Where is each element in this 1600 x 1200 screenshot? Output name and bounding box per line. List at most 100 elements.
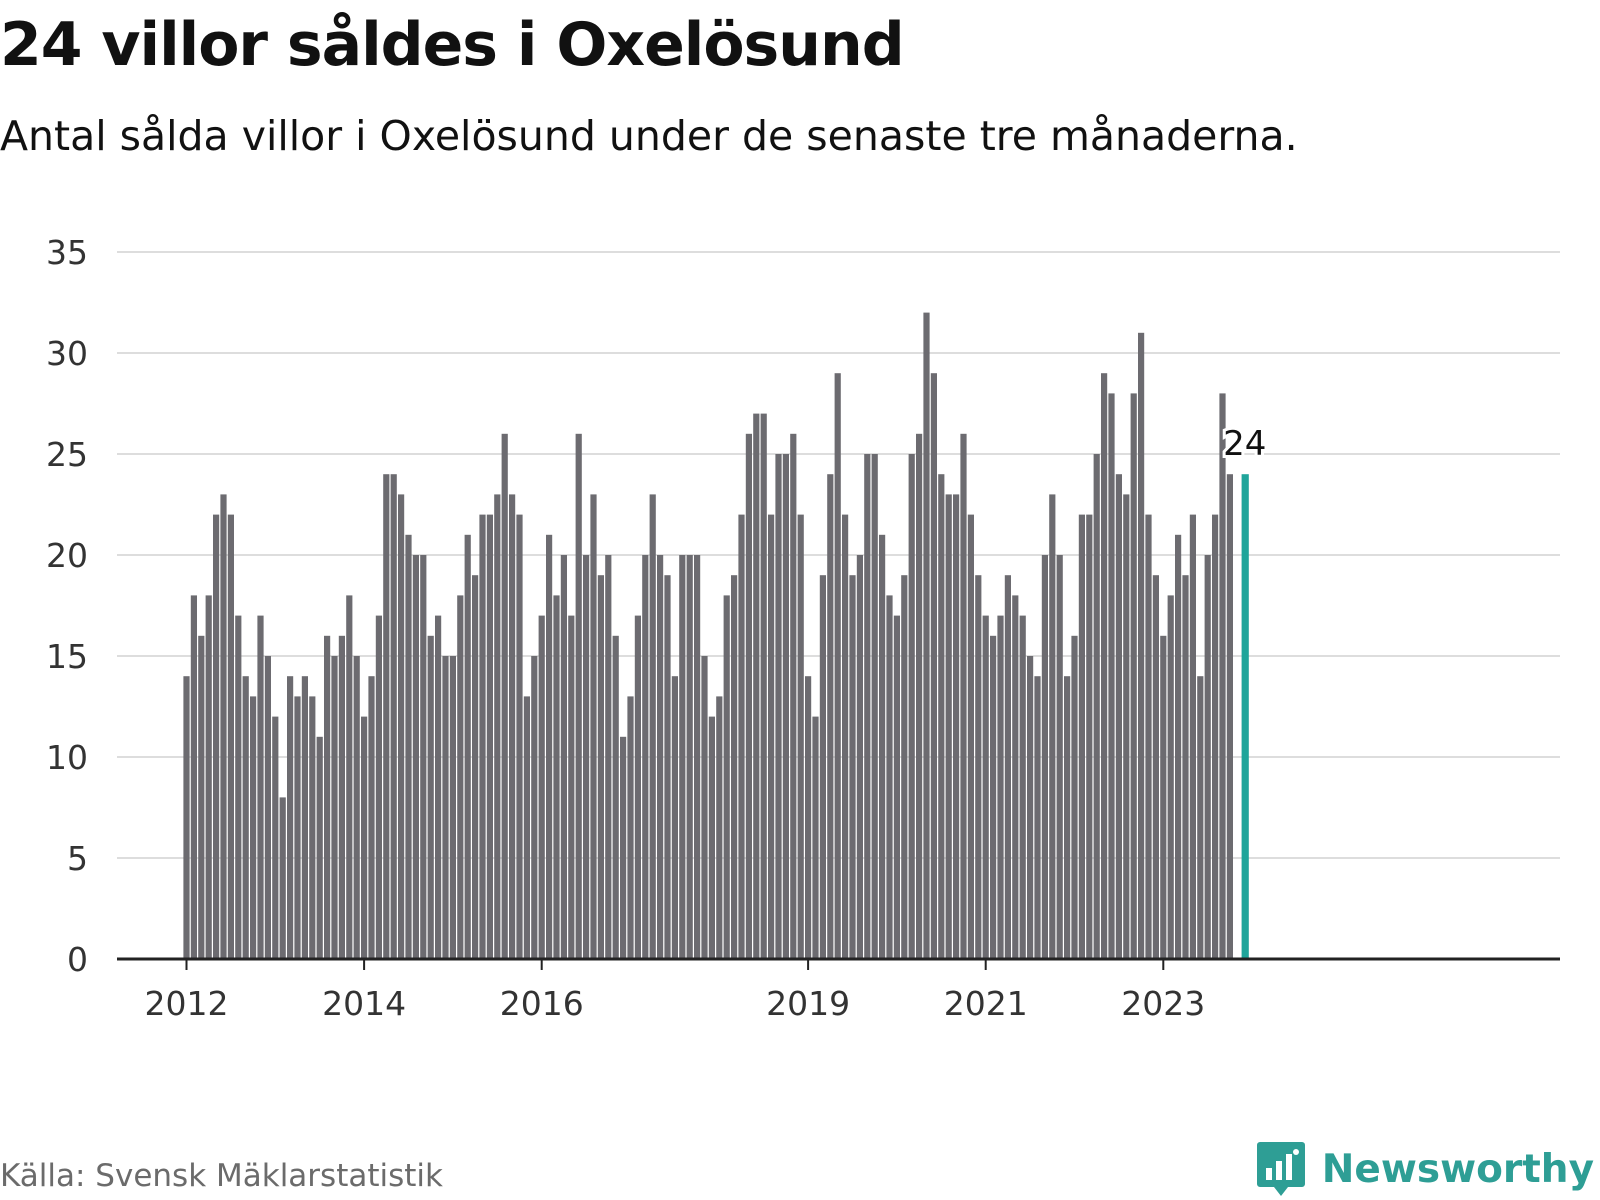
chart-subtitle: Antal sålda villor i Oxelösund under de … xyxy=(0,112,1298,160)
x-tick-label: 2016 xyxy=(500,984,584,1023)
bar xyxy=(642,555,649,959)
bar xyxy=(198,635,205,959)
bar xyxy=(634,615,641,959)
bar xyxy=(412,555,419,959)
bar xyxy=(250,696,257,959)
bar xyxy=(997,615,1004,959)
bar xyxy=(553,595,560,959)
bar xyxy=(457,595,464,959)
x-tick-label: 2014 xyxy=(322,984,406,1023)
bar xyxy=(523,696,530,959)
bar xyxy=(1123,494,1130,959)
brand-name: Newsworthy xyxy=(1321,1146,1594,1192)
bar xyxy=(686,555,693,959)
bar xyxy=(287,676,294,959)
bar xyxy=(575,433,582,959)
bar xyxy=(279,797,286,959)
bar xyxy=(827,474,834,959)
bar xyxy=(1115,474,1122,959)
bar xyxy=(620,736,627,959)
highlight-value-label: 24 xyxy=(1223,424,1266,464)
bar xyxy=(886,595,893,959)
bar xyxy=(420,555,427,959)
bar xyxy=(1034,676,1041,959)
bar xyxy=(501,433,508,959)
bar xyxy=(760,413,767,960)
chart-title: 24 villor såldes i Oxelösund xyxy=(0,10,905,80)
bar xyxy=(1041,555,1048,959)
bar xyxy=(464,534,471,959)
bar xyxy=(1093,454,1100,959)
bar xyxy=(930,373,937,959)
bar xyxy=(1219,393,1226,959)
bar xyxy=(1160,635,1167,959)
bar xyxy=(1138,332,1145,959)
x-tick-label: 2019 xyxy=(766,984,850,1023)
bar xyxy=(671,676,678,959)
bar xyxy=(546,534,553,959)
bar xyxy=(768,514,775,959)
bar xyxy=(945,494,952,959)
bar xyxy=(405,534,412,959)
bar xyxy=(790,433,797,959)
bar xyxy=(1189,514,1196,959)
bar xyxy=(449,656,456,959)
bar xyxy=(901,575,908,959)
bar xyxy=(775,454,782,959)
bar xyxy=(1226,474,1233,959)
bar xyxy=(346,595,353,959)
bar xyxy=(657,555,664,959)
bar xyxy=(879,534,886,959)
bar-highlight xyxy=(1241,474,1249,959)
bar xyxy=(1064,676,1071,959)
bar xyxy=(227,514,234,959)
y-tick-label: 25 xyxy=(46,435,88,474)
bar xyxy=(516,514,523,959)
bar xyxy=(960,433,967,959)
bar xyxy=(1130,393,1137,959)
bar xyxy=(472,575,479,959)
bar xyxy=(916,433,923,959)
bar xyxy=(1204,555,1211,959)
bar xyxy=(538,615,545,959)
bar xyxy=(190,595,197,959)
bar xyxy=(1175,534,1182,959)
bar xyxy=(272,716,279,959)
bar xyxy=(398,494,405,959)
bar xyxy=(301,676,308,959)
bar xyxy=(324,635,331,959)
bar xyxy=(361,716,368,959)
bar xyxy=(1145,514,1152,959)
bar xyxy=(479,514,486,959)
bar xyxy=(383,474,390,959)
source-note: Källa: Svensk Mäklarstatistik xyxy=(0,1158,443,1194)
bar xyxy=(509,494,516,959)
bar xyxy=(1004,575,1011,959)
bar xyxy=(923,312,930,960)
bar xyxy=(664,575,671,959)
bar xyxy=(1027,656,1034,959)
bar xyxy=(568,615,575,959)
bar xyxy=(494,494,501,959)
bar xyxy=(731,575,738,959)
bar xyxy=(605,555,612,959)
annotations: 24 xyxy=(1220,421,1269,467)
bar xyxy=(435,615,442,959)
bar xyxy=(442,656,449,959)
bar xyxy=(583,555,590,959)
bar xyxy=(1108,393,1115,959)
y-tick-label: 10 xyxy=(46,738,88,777)
x-axis-ticks: 2012 2014 2016 2019 2021 2023 xyxy=(145,959,1205,1023)
bar xyxy=(235,615,242,959)
bar xyxy=(1049,494,1056,959)
bar xyxy=(782,454,789,959)
bar xyxy=(871,454,878,959)
bar xyxy=(612,635,619,959)
y-tick-label: 20 xyxy=(46,536,88,575)
bar xyxy=(849,575,856,959)
bar xyxy=(257,615,264,959)
y-tick-label: 5 xyxy=(67,839,88,878)
bar xyxy=(723,595,730,959)
bar xyxy=(242,676,249,959)
bar xyxy=(716,696,723,959)
